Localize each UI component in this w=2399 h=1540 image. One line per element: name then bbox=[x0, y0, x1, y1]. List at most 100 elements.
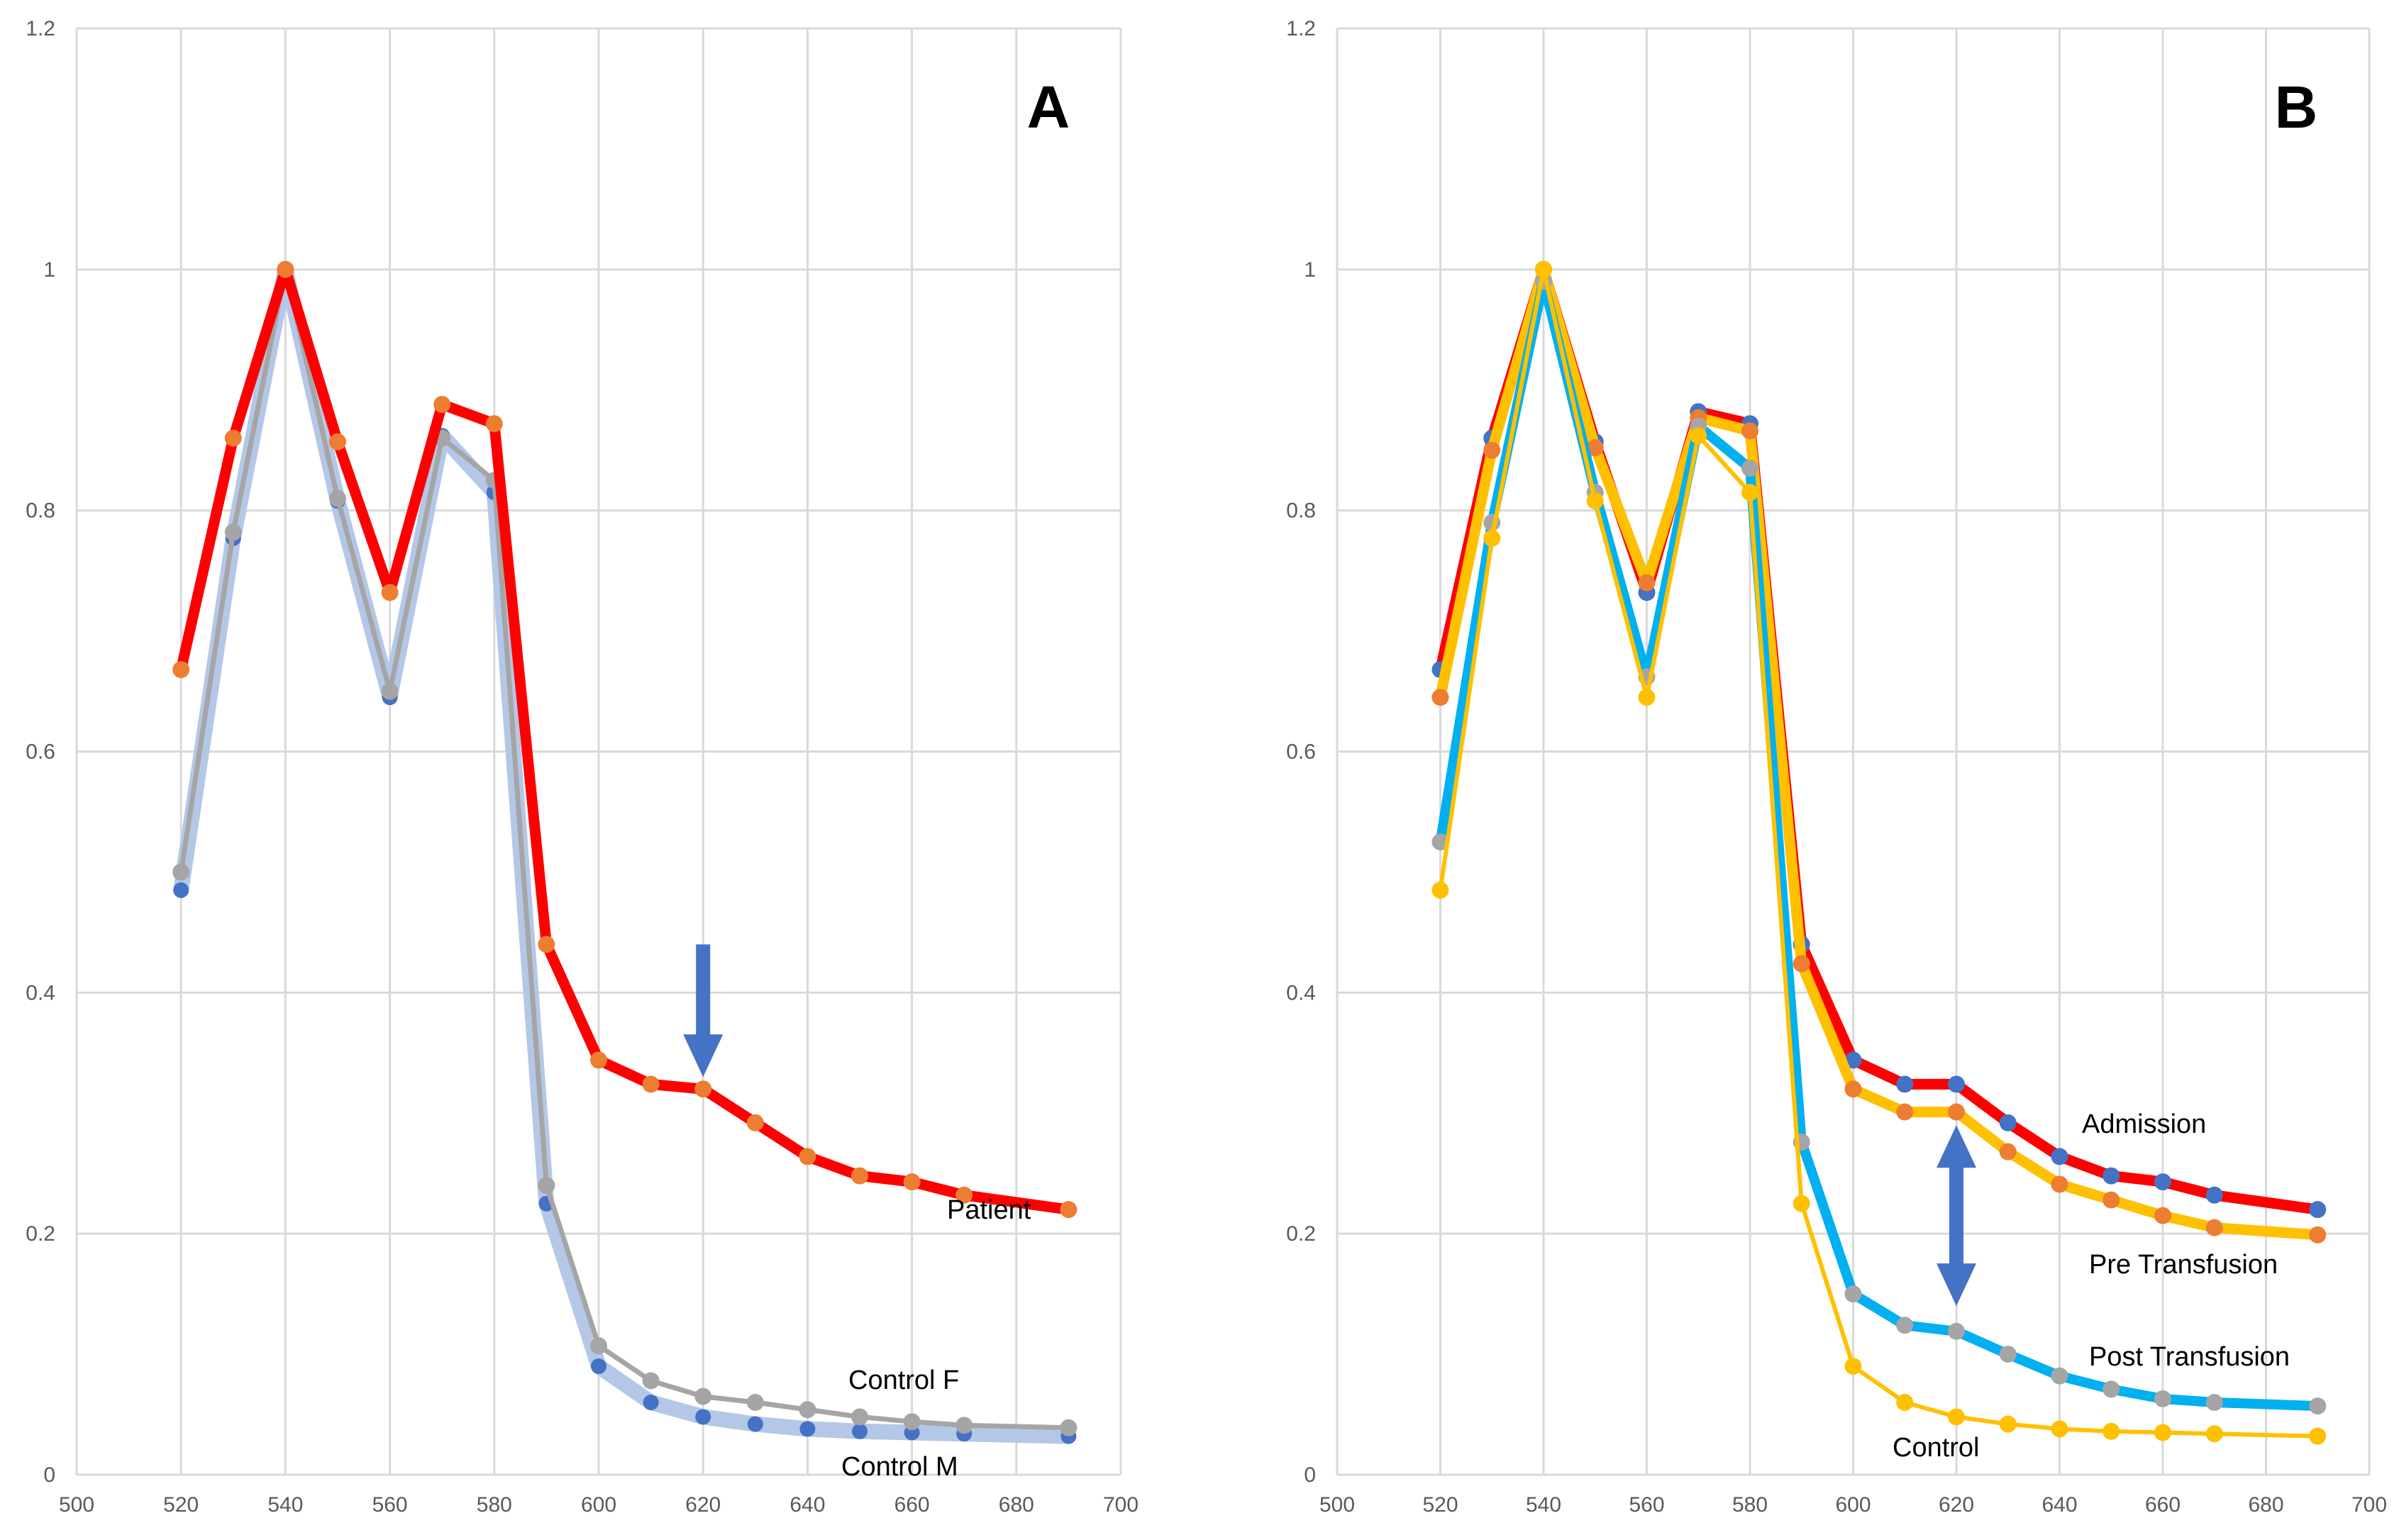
data-point-post-transfusion bbox=[1741, 460, 1758, 477]
data-point-post-transfusion bbox=[2205, 1394, 2223, 1412]
data-point-control-m bbox=[852, 1423, 868, 1439]
label-admission: Admission bbox=[2082, 1109, 2206, 1139]
data-point-patient bbox=[224, 429, 242, 447]
data-point-pre-transfusion bbox=[2205, 1219, 2223, 1236]
data-point-control-f bbox=[329, 489, 346, 507]
data-point-pre-transfusion bbox=[1741, 422, 1758, 440]
gridlines bbox=[1336, 27, 2371, 1476]
data-point-admission bbox=[2205, 1186, 2223, 1204]
y-tick-label: 0.8 bbox=[26, 499, 55, 523]
y-tick-label: 1 bbox=[1304, 258, 1316, 282]
data-point-pre-transfusion bbox=[2309, 1226, 2327, 1243]
data-point-control bbox=[1844, 1358, 1862, 1375]
x-axis-ticks: 500 520 540 560 580 600 620 640 660 680 700 bbox=[59, 1493, 1138, 1517]
data-point-admission bbox=[1948, 1075, 1965, 1093]
data-point-admission bbox=[2102, 1167, 2120, 1185]
x-tick-label: 540 bbox=[267, 1493, 303, 1517]
data-point-pre-transfusion bbox=[1638, 574, 1656, 592]
data-point-post-transfusion bbox=[2051, 1367, 2068, 1385]
data-point-admission bbox=[2051, 1148, 2068, 1165]
data-point-patient bbox=[172, 660, 190, 678]
data-point-post-transfusion bbox=[1431, 833, 1449, 851]
data-point-patient bbox=[851, 1167, 868, 1185]
data-point-pre-transfusion bbox=[1896, 1103, 1914, 1121]
data-point-post-transfusion bbox=[2102, 1380, 2120, 1398]
data-point-control-f bbox=[224, 524, 242, 541]
data-point-pre-transfusion bbox=[1999, 1143, 2017, 1160]
arrow-down-icon bbox=[683, 944, 724, 1078]
x-tick-label: 520 bbox=[1422, 1493, 1458, 1517]
data-point-patient bbox=[694, 1080, 712, 1098]
data-point-admission bbox=[2154, 1173, 2171, 1191]
data-point-control-f bbox=[694, 1387, 712, 1405]
y-tick-label: 0.6 bbox=[26, 741, 55, 764]
data-point-post-transfusion bbox=[2309, 1397, 2327, 1415]
data-point-admission bbox=[1999, 1114, 2017, 1131]
data-point-control-m bbox=[695, 1409, 711, 1425]
x-tick-label: 500 bbox=[1319, 1493, 1355, 1517]
label-post-transfusion: Post Transfusion bbox=[2089, 1342, 2290, 1372]
data-point-control-m bbox=[643, 1395, 659, 1411]
data-point-post-transfusion bbox=[1999, 1346, 2017, 1363]
data-point-post-transfusion bbox=[1948, 1322, 1965, 1340]
data-point-patient bbox=[433, 396, 451, 414]
x-tick-label: 600 bbox=[581, 1493, 616, 1517]
x-tick-label: 620 bbox=[685, 1493, 721, 1517]
y-tick-label: 0 bbox=[43, 1463, 55, 1487]
data-point-pre-transfusion bbox=[1431, 689, 1449, 707]
data-point-pre-transfusion bbox=[1483, 441, 1501, 459]
y-axis-ticks: 0 0.2 0.4 0.6 0.8 1 1.2 bbox=[1286, 17, 1316, 1487]
x-tick-label: 600 bbox=[1835, 1493, 1871, 1517]
data-point-post-transfusion bbox=[1896, 1317, 1914, 1334]
data-point-patient bbox=[381, 584, 399, 602]
data-point-control bbox=[1431, 881, 1449, 899]
data-point-post-transfusion bbox=[2154, 1390, 2171, 1407]
x-axis-ticks: 500 520 540 560 580 600 620 640 660 680 700 bbox=[1319, 1493, 2387, 1517]
data-point-control-f bbox=[955, 1417, 973, 1434]
data-point-control bbox=[1741, 484, 1758, 502]
data-point-patient bbox=[277, 260, 294, 278]
data-point-pre-transfusion bbox=[1793, 955, 1810, 973]
data-point-patient bbox=[955, 1186, 973, 1204]
x-tick-label: 560 bbox=[372, 1493, 408, 1517]
data-point-control-f bbox=[1060, 1419, 1077, 1436]
data-point-post-transfusion bbox=[1844, 1285, 1862, 1303]
data-point-pre-transfusion bbox=[2102, 1191, 2120, 1209]
data-point-control-m bbox=[747, 1416, 763, 1432]
data-point-pre-transfusion bbox=[2154, 1207, 2171, 1224]
data-point-patient bbox=[746, 1114, 764, 1131]
chart-panel-a: 500 520 540 560 580 600 620 640 660 680 700 0 0.2 0.… bbox=[26, 17, 1138, 1517]
data-point-patient bbox=[642, 1075, 660, 1093]
data-point-patient bbox=[799, 1148, 816, 1165]
y-tick-label: 0.8 bbox=[1286, 499, 1316, 523]
data-point-control-f bbox=[746, 1394, 764, 1412]
data-point-patient bbox=[485, 415, 503, 433]
y-tick-label: 0.4 bbox=[26, 981, 55, 1004]
data-point-pre-transfusion bbox=[2051, 1175, 2068, 1193]
x-tick-label: 640 bbox=[2041, 1493, 2077, 1517]
data-point-control bbox=[2154, 1424, 2171, 1441]
data-point-control bbox=[1793, 1195, 1810, 1212]
label-control-m: Control M bbox=[841, 1452, 958, 1482]
x-tick-label: 700 bbox=[1103, 1493, 1138, 1517]
data-point-control bbox=[2051, 1420, 2068, 1438]
data-point-admission bbox=[2309, 1201, 2327, 1219]
data-point-patient bbox=[329, 433, 346, 450]
data-point-control-m bbox=[591, 1358, 606, 1375]
x-tick-label: 680 bbox=[2248, 1493, 2283, 1517]
label-patient: Patient bbox=[947, 1195, 1031, 1225]
y-tick-label: 0 bbox=[1304, 1463, 1316, 1487]
y-tick-label: 0.4 bbox=[1286, 981, 1316, 1004]
data-point-control bbox=[1483, 529, 1501, 547]
panel-letter: A bbox=[1027, 74, 1070, 140]
x-tick-label: 640 bbox=[789, 1493, 825, 1517]
y-tick-label: 1 bbox=[43, 258, 55, 282]
data-point-control bbox=[1948, 1408, 1965, 1426]
data-point-patient bbox=[1060, 1201, 1077, 1219]
data-point-control-f bbox=[851, 1408, 868, 1426]
data-point-control-f bbox=[799, 1401, 816, 1419]
data-point-control-f bbox=[590, 1337, 607, 1355]
data-point-control-f bbox=[538, 1177, 555, 1195]
data-point-control-m bbox=[173, 882, 189, 898]
x-tick-label: 620 bbox=[1939, 1493, 1974, 1517]
